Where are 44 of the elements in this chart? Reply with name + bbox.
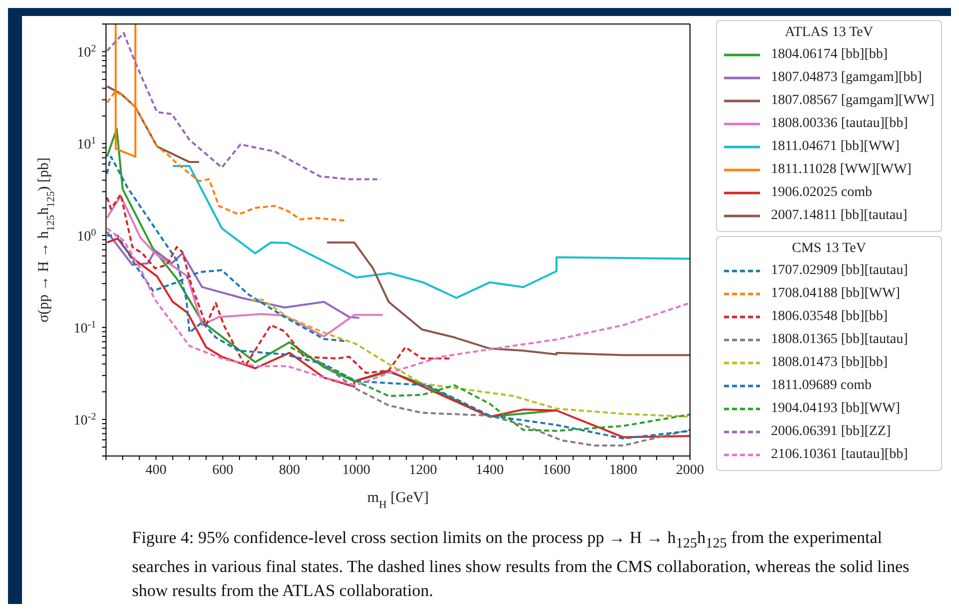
y-tick-label: 10$^{-2}$ — [74, 410, 96, 428]
text: ATLAS 13 TeV — [784, 25, 874, 40]
x-tick-label: 2000 — [676, 463, 704, 478]
x-tick-label: 600 — [212, 463, 234, 478]
legend-label: 1808.00336 [tautau][bb] — [771, 116, 908, 132]
line-series — [250, 298, 690, 418]
legend-label: 1807.08567 [gamgam][WW] — [771, 92, 934, 108]
legend-label: 2006.06391 [bb][ZZ] — [771, 424, 891, 440]
line-series — [106, 85, 200, 164]
x-tick-label: 1000 — [342, 463, 370, 478]
x-tick-label: 1200 — [409, 463, 438, 478]
x-tick-label: 1600 — [542, 463, 571, 478]
legend-label: 1811.09689 comb — [771, 378, 872, 394]
x-tick-label: 1800 — [609, 463, 638, 478]
legend-label: 1808.01365 [bb][tautau] — [771, 332, 908, 348]
line-series — [106, 227, 690, 386]
caption: Figure 4: 95% confidence-level cross section limits on the process pp → H → h$_{125}$h$_{125}$ from the experimental searches in various final states. The dashed lines show results from the CMS collaboration, whereas the solid lines show results from the ATLAS collaboration. — [132, 527, 910, 602]
line-series — [316, 359, 690, 447]
line-series — [326, 242, 690, 356]
y-tick-label: 10$^{0}$ — [76, 226, 96, 244]
legend-label: 1707.02909 [bb][tautau] — [771, 262, 908, 278]
legend-label: 1806.03548 [bb][bb] — [771, 308, 888, 324]
x-tick-label: 1400 — [476, 463, 504, 478]
text: CMS 13 TeV — [792, 241, 866, 256]
legend-label: 1904.04193 [bb][WW] — [771, 400, 900, 416]
legend-label: 1906.02025 comb — [771, 184, 872, 200]
y-tick-label: 10$^{-1}$ — [74, 318, 96, 336]
legend-label: 1811.04671 [bb][WW] — [771, 138, 900, 154]
x-tick-label: 800 — [279, 463, 300, 478]
legend-label: 1807.04873 [gamgam][bb] — [771, 70, 922, 86]
line-series — [106, 194, 384, 338]
line-series — [106, 156, 690, 440]
legend-label: 1808.01473 [bb][bb] — [771, 354, 888, 370]
x-tick-label: 400 — [146, 463, 167, 478]
line-series — [106, 230, 360, 319]
legend-label: 2007.14811 [bb][tautau] — [771, 208, 908, 224]
legend-label: 1811.11028 [WW][WW] — [771, 162, 912, 178]
legend-label: 2106.10361 [tautau][bb] — [771, 446, 908, 462]
y-tick-label: 10$^{1}$ — [76, 135, 96, 153]
legend-label: 1708.04188 [bb][WW] — [771, 286, 900, 302]
legend-label: 1804.06174 [bb][bb] — [771, 46, 888, 62]
y-tick-label: 10$^{2}$ — [76, 43, 96, 61]
line-series — [172, 165, 690, 299]
x-axis-title: m$_{H}$ [GeV] — [367, 490, 429, 511]
